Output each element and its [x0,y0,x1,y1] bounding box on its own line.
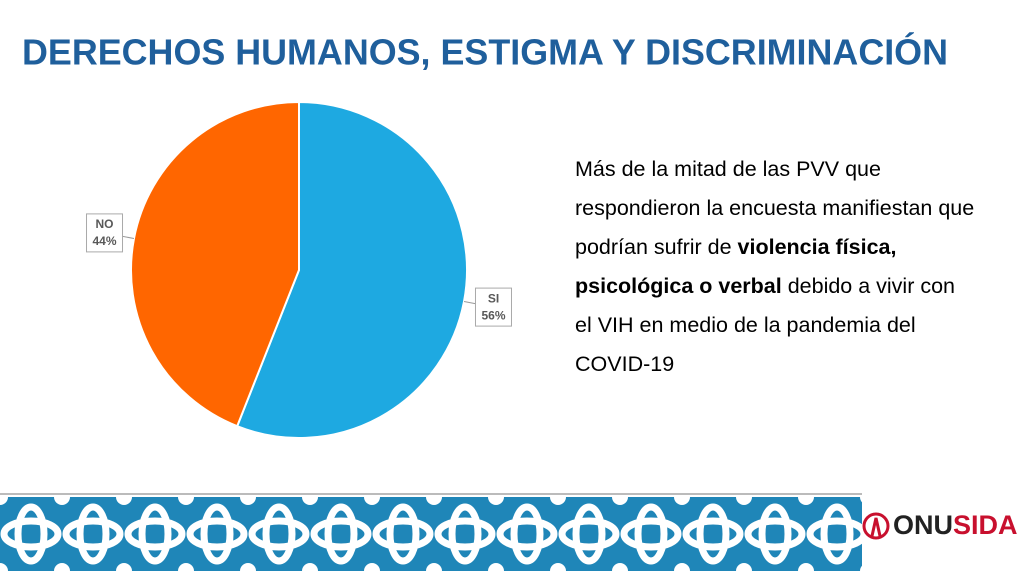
logo-icon [862,512,890,540]
text: debido a vivir con el VIH en medio de la… [575,274,956,376]
logo-part: SIDA [953,510,1018,540]
slice-value-label: 44% [92,234,116,248]
slide-title: DERECHOS HUMANOS, ESTIGMA Y DISCRIMINACI… [22,31,948,73]
slice-category: NO [96,217,114,231]
logo-part: ONU [893,510,953,540]
pie-slice [130,100,300,428]
description: Más de la mitad de las PVV que respondie… [575,150,975,384]
label-box [474,287,512,327]
pie-slice [235,100,468,439]
logo-text: ONUSIDA [893,510,1018,540]
text: Más de la mitad de las PVV que respondie… [575,157,975,259]
decor-band [0,497,862,571]
slice-value-label: 56% [481,308,505,322]
label-box [86,213,124,253]
slice-category: SI [488,291,499,305]
bold-text: violencia física, psicológica o verbal [575,235,897,298]
